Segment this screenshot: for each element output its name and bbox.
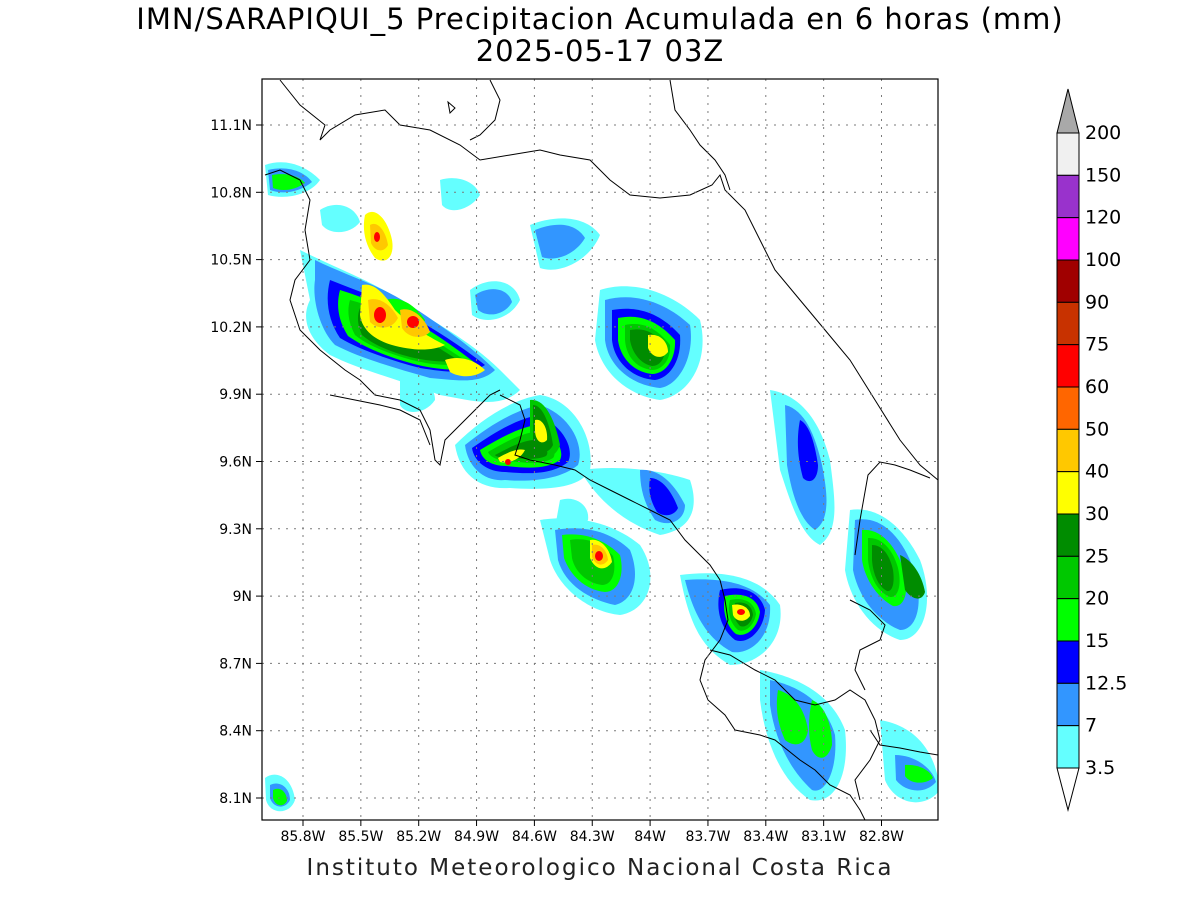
legend-label: 90 bbox=[1085, 291, 1109, 313]
legend-label: 7 bbox=[1085, 715, 1097, 737]
lat-tick-label: 10.8N bbox=[210, 185, 252, 201]
lat-tick-label: 10.2N bbox=[210, 320, 252, 336]
legend-label: 60 bbox=[1085, 376, 1109, 398]
lon-tick-label: 84W bbox=[634, 829, 666, 845]
lon-tick-label: 85.5W bbox=[338, 829, 383, 845]
legend-label: 40 bbox=[1085, 461, 1109, 483]
legend-label: 100 bbox=[1085, 249, 1121, 271]
lon-tick-label: 82.8W bbox=[859, 829, 904, 845]
legend-color-band bbox=[1056, 640, 1080, 684]
legend-color-band bbox=[1056, 428, 1080, 473]
legend-color-band bbox=[1056, 555, 1080, 600]
lat-tick-label: 8.4N bbox=[219, 724, 252, 740]
coastline-borders bbox=[264, 79, 938, 820]
legend-bottom-arrow bbox=[1056, 767, 1080, 812]
map-title: IMN/SARAPIQUI_5 Precipitacion Acumulada … bbox=[136, 2, 1064, 36]
lon-tick-label: 84.6W bbox=[512, 829, 557, 845]
legend-label: 150 bbox=[1085, 164, 1121, 186]
lon-tick-label: 83.1W bbox=[801, 829, 846, 845]
legend-label: 15 bbox=[1085, 630, 1109, 652]
legend-label: 30 bbox=[1085, 503, 1109, 525]
legend-color-band bbox=[1056, 259, 1080, 303]
legend-color-band bbox=[1056, 301, 1080, 346]
map-frame bbox=[261, 78, 939, 821]
map-valid-time: 2025-05-17 03Z bbox=[475, 34, 725, 68]
lat-tick-label: 8.1N bbox=[219, 791, 252, 807]
map-gridlines bbox=[262, 79, 938, 820]
lon-tick-label: 84.9W bbox=[454, 829, 499, 845]
lon-tick-label: 83.4W bbox=[743, 829, 788, 845]
legend-color-band bbox=[1056, 132, 1080, 176]
legend-label: 25 bbox=[1085, 545, 1109, 567]
legend-label: 75 bbox=[1085, 334, 1109, 356]
lat-tick-label: 9.3N bbox=[219, 522, 252, 538]
legend-label: 12.5 bbox=[1085, 672, 1127, 694]
legend-label: 120 bbox=[1085, 207, 1121, 229]
color-legend: 200 150 120 100 90 75 60 50 40 30 25 20 15 12.5 7 3.5 bbox=[1056, 88, 1127, 812]
legend-color-band bbox=[1056, 386, 1080, 430]
lat-tick-label: 11.1N bbox=[210, 118, 252, 134]
legend-color-band bbox=[1056, 682, 1080, 727]
legend-color-band bbox=[1056, 174, 1080, 219]
legend-color-band bbox=[1056, 725, 1080, 769]
legend-label: 200 bbox=[1085, 122, 1121, 144]
legend-color-band bbox=[1056, 513, 1080, 557]
legend-color-band bbox=[1056, 471, 1080, 515]
legend-label: 50 bbox=[1085, 418, 1109, 440]
legend-label: 3.5 bbox=[1085, 757, 1115, 779]
legend-color-band bbox=[1056, 217, 1080, 261]
longitude-axis: 85.8W 85.5W 85.2W 84.9W 84.6W 84.3W 84W 83.7W 83… bbox=[280, 820, 904, 845]
lat-tick-label: 8.7N bbox=[219, 656, 252, 672]
lat-tick-label: 9N bbox=[233, 589, 252, 605]
lon-tick-label: 85.8W bbox=[280, 829, 325, 845]
legend-top-arrow bbox=[1056, 88, 1080, 134]
map-footer-credit: Instituto Meteorologico Nacional Costa R… bbox=[306, 855, 894, 881]
lat-tick-label: 9.9N bbox=[219, 387, 252, 403]
legend-color-band bbox=[1056, 344, 1080, 388]
lon-tick-label: 85.2W bbox=[396, 829, 441, 845]
lon-tick-label: 83.7W bbox=[685, 829, 730, 845]
lon-tick-label: 84.3W bbox=[570, 829, 615, 845]
lat-tick-label: 9.6N bbox=[219, 455, 252, 471]
precipitation-field bbox=[265, 162, 938, 812]
latitude-axis: 11.1N 10.8N 10.5N 10.2N 9.9N 9.6N 9.3N 9N 8.7N 8.… bbox=[210, 118, 262, 807]
legend-color-band bbox=[1056, 598, 1080, 642]
lat-tick-label: 10.5N bbox=[210, 253, 252, 269]
legend-label: 20 bbox=[1085, 588, 1109, 610]
